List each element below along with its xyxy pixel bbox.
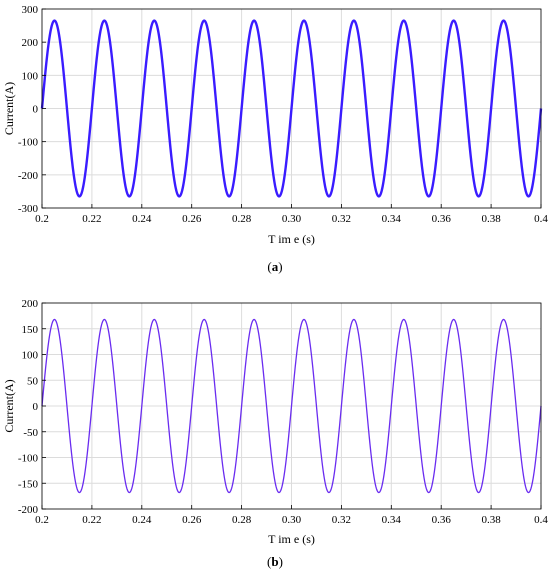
y-tick-label: -50: [23, 427, 38, 439]
x-tick-label: 0.4: [534, 514, 548, 526]
y-tick-label: -200: [18, 170, 39, 182]
x-tick-label: 0.30: [282, 514, 302, 526]
y-tick-label: 300: [22, 4, 39, 16]
y-tick-label: 150: [22, 324, 39, 336]
y-tick-label: 0: [33, 401, 39, 413]
x-tick-label: 0.22: [82, 213, 101, 225]
y-tick-label: 200: [22, 37, 39, 49]
y-axis-label: Current(A): [2, 379, 16, 432]
x-tick-label: 0.34: [382, 514, 402, 526]
chart-b: 0.2 0.22 0.24 0.26 0.28 0.30 0.32 0.34 0.36 0.38 0…: [2, 298, 548, 569]
x-tick-label: 0.30: [282, 213, 302, 225]
x-tick-label: 0.4: [534, 213, 548, 225]
x-axis-label: T im e (s): [268, 532, 315, 546]
chart-a: 0.2 0.22 0.24 0.26 0.28 0.30 0.32 0.34 0.36 0.38 0…: [2, 4, 548, 274]
x-tick-label: 0.26: [182, 514, 202, 526]
series-line: [41, 318, 542, 494]
y-tick-label: -100: [18, 137, 39, 149]
y-tick-label: 0: [33, 104, 39, 116]
y-tick-label: 50: [27, 375, 39, 387]
x-tick-label: 0.36: [432, 213, 452, 225]
panel-caption: (a): [267, 259, 282, 274]
panel-caption: (b): [267, 554, 283, 569]
x-tick-label: 0.24: [132, 213, 152, 225]
x-tick-label: 0.28: [232, 514, 252, 526]
x-axis-label: T im e (s): [268, 232, 315, 246]
x-tick-label: 0.28: [232, 213, 252, 225]
y-tick-label: -100: [18, 453, 39, 465]
series-line: [40, 19, 543, 198]
y-axis-label: Current(A): [2, 82, 16, 135]
x-tick-label: 0.22: [82, 514, 101, 526]
x-tick-label: 0.2: [35, 514, 49, 526]
x-tick-label: 0.34: [382, 213, 402, 225]
y-tick-label: -300: [18, 203, 39, 215]
x-tick-label: 0.32: [332, 213, 351, 225]
x-tick-label: 0.26: [182, 213, 202, 225]
x-tick-label: 0.36: [432, 514, 452, 526]
x-tick-label: 0.24: [132, 514, 152, 526]
x-tick-label: 0.38: [481, 514, 501, 526]
y-tick-label: -150: [18, 478, 39, 490]
y-tick-label: 100: [22, 70, 39, 82]
y-tick-label: 200: [22, 298, 39, 310]
x-tick-label: 0.2: [35, 213, 49, 225]
y-tick-label: -200: [18, 504, 39, 516]
x-tick-label: 0.32: [332, 514, 351, 526]
y-tick-label: 100: [22, 350, 39, 362]
x-tick-label: 0.38: [481, 213, 501, 225]
